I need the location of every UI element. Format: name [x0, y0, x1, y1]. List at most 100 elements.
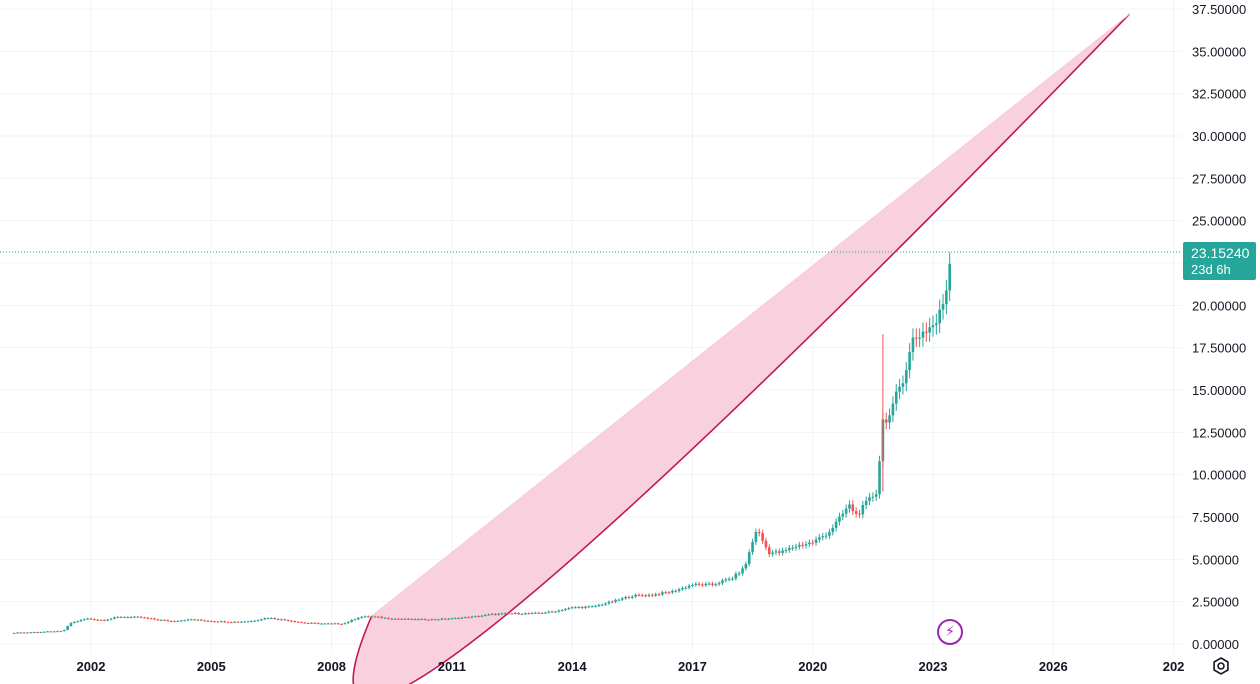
- candle-body: [858, 513, 861, 515]
- candle-body: [206, 620, 210, 622]
- candle-body: [520, 614, 524, 616]
- candle-body: [310, 622, 313, 624]
- candle-body: [467, 617, 470, 619]
- time-tick-label: 2026: [1039, 659, 1068, 674]
- candle-body: [357, 617, 360, 620]
- candle-body: [587, 606, 591, 608]
- candle-body: [921, 331, 925, 338]
- overlay-region-edge: [371, 13, 1130, 617]
- candle-body: [734, 573, 738, 579]
- candle-body: [223, 621, 226, 623]
- candle-body: [400, 618, 404, 620]
- candle-body: [240, 621, 243, 623]
- candle-body: [701, 584, 704, 586]
- flash-icon[interactable]: ⚡: [937, 619, 963, 645]
- candle-body: [570, 607, 574, 609]
- candle-body: [199, 619, 203, 621]
- price-tick-label: 7.50000: [1192, 510, 1239, 525]
- candle-body: [163, 619, 166, 621]
- candle-body: [353, 619, 357, 621]
- candle-body: [534, 612, 537, 614]
- candle-body: [798, 544, 801, 547]
- time-tick-label: 202: [1163, 659, 1185, 674]
- candle-body: [911, 337, 915, 352]
- price-tick-label: 37.50000: [1192, 2, 1246, 17]
- candle-body: [457, 618, 460, 620]
- candle-body: [72, 621, 76, 623]
- time-tick-label: 2020: [798, 659, 827, 674]
- candle-body: [196, 619, 200, 621]
- candle-body: [567, 607, 571, 610]
- candle-body: [209, 621, 213, 623]
- candle-body: [834, 521, 838, 528]
- candle-body: [236, 621, 240, 623]
- candle-body: [918, 337, 921, 339]
- candle-body: [159, 619, 163, 621]
- candle-body: [32, 632, 36, 634]
- flash-icon-glyph: ⚡: [945, 624, 955, 640]
- candle-body: [741, 568, 744, 574]
- candle-body: [898, 386, 901, 392]
- candle-body: [320, 623, 323, 625]
- candle-body: [527, 613, 531, 615]
- candle-body: [179, 620, 183, 622]
- candle-body: [514, 613, 517, 615]
- candle-body: [935, 323, 938, 326]
- candle-body: [377, 616, 380, 618]
- candle-body: [647, 594, 651, 596]
- candle-body: [540, 612, 544, 614]
- candle-body: [901, 383, 905, 387]
- settings-icon[interactable]: [1209, 654, 1233, 678]
- candle-body: [26, 632, 29, 634]
- candle-body: [894, 391, 898, 404]
- candle-body: [260, 619, 263, 621]
- candle-body: [767, 547, 771, 555]
- candle-body: [811, 542, 815, 544]
- candle-body: [286, 620, 290, 622]
- candle-body: [801, 544, 804, 546]
- candle-body: [661, 592, 664, 595]
- candle-body: [597, 604, 601, 606]
- candle-body: [928, 327, 931, 333]
- candle-body: [493, 613, 497, 615]
- price-tick-label: 30.00000: [1192, 129, 1246, 144]
- candle-body: [453, 618, 457, 620]
- gear-icon: [1213, 657, 1229, 675]
- candle-body: [547, 611, 551, 613]
- candle-body: [99, 619, 103, 621]
- candle-body: [751, 541, 754, 553]
- candle-body: [36, 632, 39, 634]
- candle-body: [427, 619, 430, 621]
- candle-body: [69, 622, 73, 627]
- candle-body: [313, 622, 317, 624]
- candle-body: [904, 370, 908, 384]
- candle-body: [891, 403, 895, 416]
- time-tick-label: 2002: [77, 659, 106, 674]
- candle-body: [52, 631, 56, 633]
- candle-body: [657, 594, 661, 596]
- candle-body: [791, 547, 794, 549]
- candle-body: [133, 616, 136, 618]
- candle-body: [530, 613, 534, 615]
- candle-body: [273, 618, 277, 620]
- candle-body: [106, 619, 110, 621]
- candle-body: [93, 619, 96, 621]
- candle-body: [370, 616, 373, 618]
- time-tick-label: 2014: [558, 659, 588, 674]
- price-tick-label: 25.00000: [1192, 214, 1246, 229]
- candle-body: [517, 613, 520, 615]
- candle-body: [824, 535, 828, 537]
- candle-body: [216, 621, 220, 623]
- candle-body: [183, 620, 186, 622]
- candle-body: [507, 613, 510, 615]
- candle-body: [22, 632, 26, 634]
- candle-body: [794, 546, 798, 548]
- last-price-value: 23.15240: [1191, 245, 1250, 261]
- candle-body: [694, 583, 698, 586]
- candle-body: [757, 531, 761, 534]
- candle-body: [393, 618, 397, 620]
- candle-body: [296, 621, 300, 623]
- candle-body: [367, 616, 370, 618]
